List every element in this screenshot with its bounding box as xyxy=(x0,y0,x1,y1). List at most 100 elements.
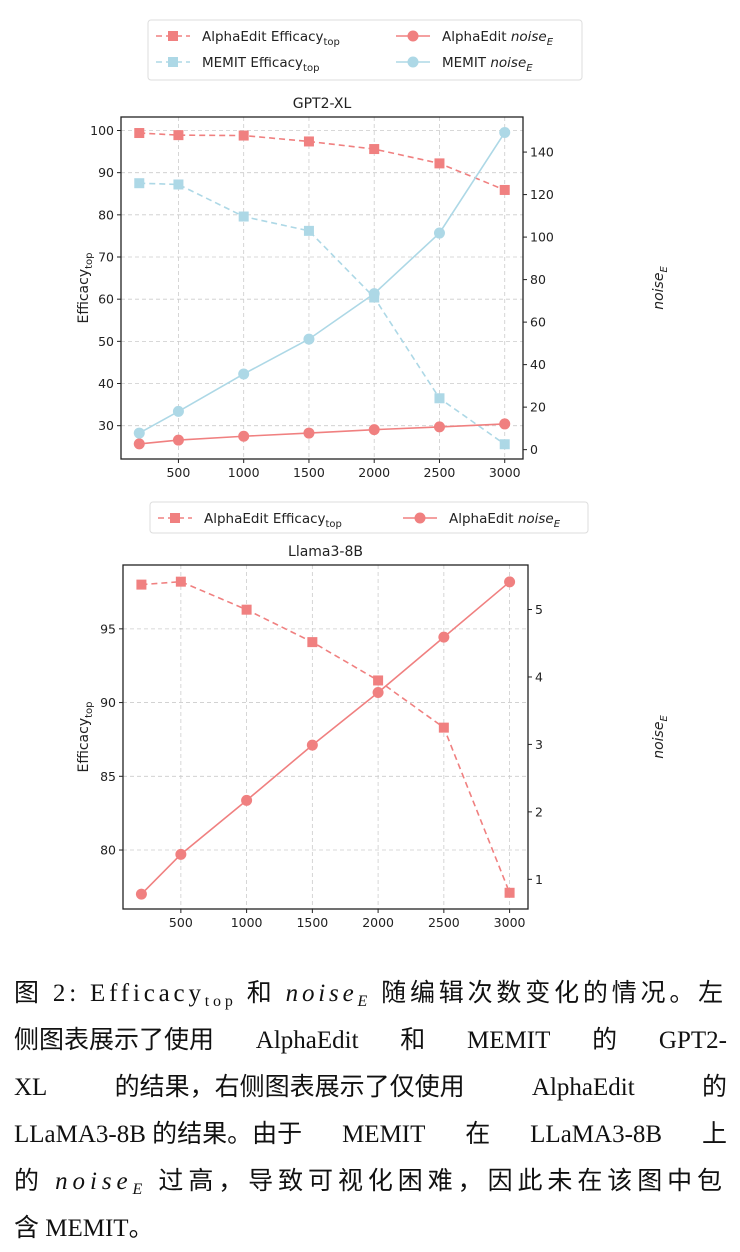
data-point xyxy=(238,130,249,141)
x-tick-label: 1500 xyxy=(296,915,328,930)
legend-prefix: AlphaEdit xyxy=(449,511,518,527)
x-tick-label: 1000 xyxy=(228,465,260,480)
data-point xyxy=(241,794,253,806)
data-point xyxy=(434,158,445,169)
legend-label: AlphaEdit Efficacytop xyxy=(204,511,342,530)
y2label-label-main: noise xyxy=(651,273,667,310)
legend-sub: E xyxy=(547,37,554,48)
series-line-2 xyxy=(139,423,505,445)
x-tick-label: 2000 xyxy=(358,465,390,480)
caption-line: 侧图表展示了使用 AlphaEdit 和 MEMIT 的 GPT2- xyxy=(14,1017,727,1064)
data-point xyxy=(241,604,252,615)
y2-tick-label: 100 xyxy=(530,230,554,245)
y2label-label: noiseE xyxy=(651,715,670,759)
caption-segment: 随编辑次数变化的情况。左 xyxy=(371,980,727,1007)
data-point xyxy=(133,427,145,439)
data-point xyxy=(173,130,184,141)
data-point xyxy=(372,686,384,698)
legend-sub: E xyxy=(526,63,533,74)
legend-label: MEMIT Efficacytop xyxy=(202,55,319,74)
legend-name: AlphaEdit Efficacy xyxy=(204,511,326,527)
data-point xyxy=(306,739,318,751)
data-point xyxy=(499,439,510,450)
y2-tick-label: 5 xyxy=(535,602,543,617)
x-tick-label: 1000 xyxy=(231,915,263,930)
data-point xyxy=(303,225,314,236)
y2label-label-sub: E xyxy=(659,266,670,273)
ylabel-label-sub: top xyxy=(84,701,95,717)
data-point xyxy=(433,421,445,433)
caption-segment: AlphaEdit xyxy=(531,1074,635,1101)
data-point xyxy=(238,211,249,222)
legend-label: AlphaEdit Efficacytop xyxy=(202,29,340,48)
legend-swatch-marker xyxy=(414,512,426,524)
data-point xyxy=(303,333,315,345)
figure: 500 1000 1500 2000 2500 3000 30 40 50 60 70 80 90 100… xyxy=(76,19,670,930)
caption-line: LLaMA3-8B 的结果。由于 MEMIT 在 LLaMA3-8B 上 xyxy=(14,1111,727,1158)
x-tick-label: 500 xyxy=(166,465,190,480)
y-tick-label: 70 xyxy=(98,250,114,265)
y2label-label-main: noise xyxy=(651,722,667,759)
caption-segment: 的 xyxy=(14,1168,56,1195)
data-point xyxy=(368,424,380,436)
legend-sub: top xyxy=(324,37,340,48)
caption-segment: 的 xyxy=(701,1074,727,1101)
data-point xyxy=(135,888,147,900)
caption-segment: 的 xyxy=(592,1027,618,1054)
caption-segment: MEMIT xyxy=(342,1121,426,1148)
caption-segment: MEMIT xyxy=(467,1027,551,1054)
chart-title: Llama3-8B xyxy=(288,544,363,560)
legend-name: AlphaEdit Efficacy xyxy=(202,29,324,45)
legend-sub: top xyxy=(303,63,319,74)
chart-1: 500 1000 1500 2000 2500 3000 80 85 90 95 1 2 3 4 5 Llam… xyxy=(76,501,670,930)
caption-segment: GPT2- xyxy=(658,1027,727,1054)
x-tick-label: 3000 xyxy=(489,465,521,480)
legend-swatch-marker xyxy=(168,57,178,67)
y-tick-label: 50 xyxy=(98,334,114,349)
caption-segment: 和 xyxy=(400,1027,426,1054)
legend-prefix: AlphaEdit xyxy=(442,29,511,45)
caption-segment: 过高，导致可视化困难，因此未在该图中包 xyxy=(147,1168,727,1195)
data-point xyxy=(238,368,250,380)
caption-segment: 侧图表展示了使用 xyxy=(14,1027,215,1054)
ylabel-label: Efficacytop xyxy=(76,701,95,772)
y-tick-label: 85 xyxy=(100,769,116,784)
caption-segment: 的结果，右侧图表展示了仅使用 xyxy=(114,1074,465,1101)
caption-segment: AlphaEdit xyxy=(255,1027,359,1054)
legend-sub: E xyxy=(554,519,561,530)
caption-line: 图 2: Efficacytop 和 noiseE 随编辑次数变化的情况。左 xyxy=(14,970,727,1017)
data-point xyxy=(499,184,510,195)
caption-run: 的 noiseE 过高，导致可视化困难，因此未在该图中包 xyxy=(14,1158,727,1205)
y2-tick-label: 2 xyxy=(535,804,543,819)
y2-tick-label: 120 xyxy=(530,187,554,202)
caption-segment: XL xyxy=(14,1074,48,1101)
y-tick-label: 90 xyxy=(98,165,114,180)
x-tick-label: 1500 xyxy=(293,465,325,480)
x-tick-label: 2500 xyxy=(424,465,456,480)
data-point xyxy=(504,576,516,588)
legend-label: AlphaEdit noiseE xyxy=(449,511,561,530)
legend-label: AlphaEdit noiseE xyxy=(442,29,554,48)
legend-prefix: MEMIT xyxy=(442,55,490,71)
data-point xyxy=(173,179,184,190)
y2-tick-label: 60 xyxy=(530,315,546,330)
legend-swatch-marker xyxy=(170,513,180,523)
data-point xyxy=(434,393,445,404)
caption-line: 含 MEMIT。 xyxy=(14,1205,727,1252)
y-tick-label: 80 xyxy=(100,843,116,858)
y-tick-label: 95 xyxy=(100,621,116,636)
caption-segment: E xyxy=(357,993,372,1010)
y2-tick-label: 40 xyxy=(530,357,546,372)
y2-tick-label: 4 xyxy=(535,669,543,684)
caption-segment: top xyxy=(204,993,237,1010)
y-tick-label: 80 xyxy=(98,207,114,222)
y-tick-label: 30 xyxy=(98,418,114,433)
x-tick-label: 3000 xyxy=(494,915,526,930)
data-point xyxy=(433,227,445,239)
data-point xyxy=(134,178,145,189)
data-point xyxy=(175,576,186,587)
data-point xyxy=(499,127,511,139)
y2label-label-sub: E xyxy=(659,715,670,722)
caption-segment: noise xyxy=(285,980,358,1007)
